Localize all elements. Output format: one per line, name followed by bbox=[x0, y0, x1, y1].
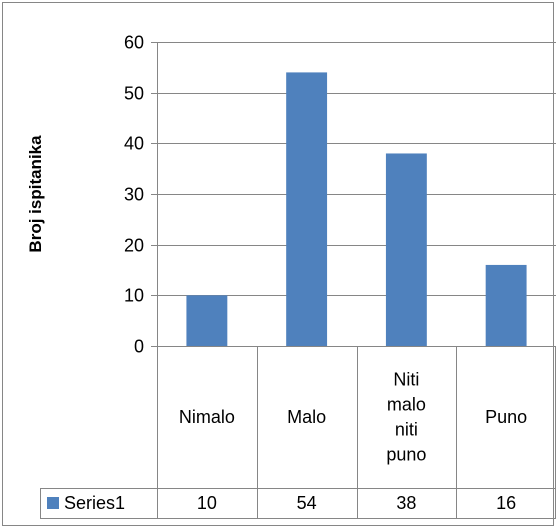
category-label: Nimalo bbox=[179, 407, 235, 427]
y-tick-label: 20 bbox=[124, 236, 144, 256]
category-label: niti bbox=[395, 420, 418, 440]
data-label: 38 bbox=[396, 493, 416, 513]
bar bbox=[385, 153, 427, 346]
category-label: Niti bbox=[393, 370, 419, 390]
y-tick-label: 30 bbox=[124, 185, 144, 205]
data-label: 16 bbox=[496, 493, 516, 513]
bar bbox=[186, 295, 228, 346]
bars bbox=[186, 72, 527, 347]
bar bbox=[286, 72, 328, 347]
y-tick-label: 10 bbox=[124, 286, 144, 306]
category-label: puno bbox=[386, 445, 426, 465]
y-axis-label: Broj ispitanika bbox=[26, 135, 45, 253]
y-tick-labels: 0 10 20 30 40 50 60 bbox=[124, 33, 144, 357]
data-label: 10 bbox=[197, 493, 217, 513]
y-tick-label: 50 bbox=[124, 84, 144, 104]
y-tick-label: 0 bbox=[134, 337, 144, 357]
category-label: Malo bbox=[287, 407, 326, 427]
bar bbox=[485, 264, 527, 346]
category-label: malo bbox=[387, 395, 426, 415]
legend-key bbox=[47, 497, 59, 509]
chart-frame bbox=[2, 2, 554, 526]
legend-series-name: Series1 bbox=[64, 493, 125, 513]
data-table: Nimalo Malo Niti malo niti puno Puno Series1 10 5… bbox=[40, 346, 556, 519]
category-label: Puno bbox=[485, 407, 527, 427]
data-label: 54 bbox=[297, 493, 317, 513]
y-tick-label: 60 bbox=[124, 33, 144, 53]
y-tick-label: 40 bbox=[124, 134, 144, 154]
